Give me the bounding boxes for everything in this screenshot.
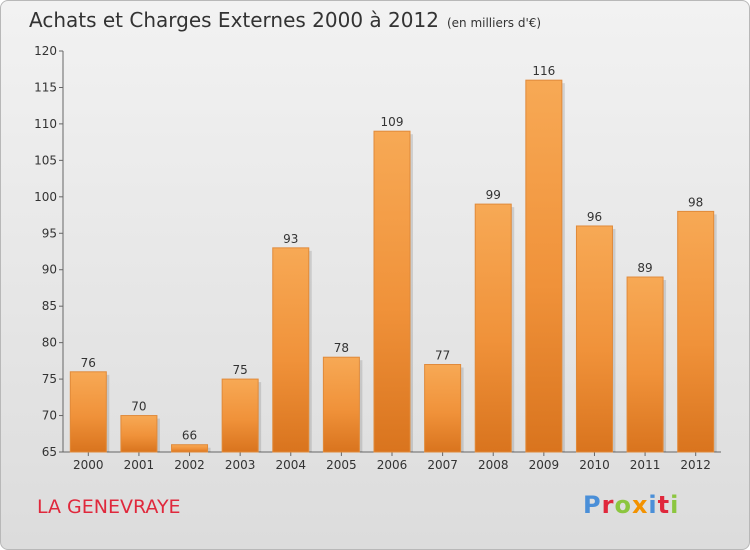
bar [525, 79, 563, 453]
logo-letter: x [631, 491, 649, 519]
bar [677, 210, 715, 453]
y-tick-label: 100 [34, 190, 57, 204]
chart-title: Achats et Charges Externes 2000 à 2012 [29, 8, 439, 32]
proxiti-logo: Proxiti [583, 491, 679, 519]
y-tick-label: 80 [42, 336, 57, 350]
x-tick-label: 2005 [326, 458, 357, 472]
bar-value-label: 78 [334, 341, 349, 355]
chart-unit: (en milliers d'€) [446, 16, 542, 30]
location-name: LA GENEVRAYE [37, 496, 181, 518]
x-tick-label: 2004 [275, 458, 306, 472]
bar [69, 371, 107, 453]
bar [322, 356, 360, 453]
bar [120, 415, 158, 453]
x-tick-label: 2001 [124, 458, 155, 472]
bar-value-label: 76 [81, 356, 96, 370]
bar [575, 225, 613, 453]
bar-value-label: 96 [587, 210, 602, 224]
logo-letter: r [601, 491, 615, 519]
y-tick-label: 120 [34, 44, 57, 58]
bar-value-label: 109 [381, 115, 404, 129]
bar-value-label: 98 [688, 195, 703, 209]
x-tick-label: 2009 [529, 458, 560, 472]
x-tick-label: 2002 [174, 458, 205, 472]
x-tick-label: 2010 [579, 458, 610, 472]
x-tick-label: 2006 [377, 458, 408, 472]
bar-value-label: 93 [283, 232, 298, 246]
bar [171, 444, 209, 453]
y-tick-label: 85 [42, 299, 57, 313]
bar-value-label: 66 [182, 429, 197, 443]
bar-value-label: 70 [131, 400, 146, 414]
bar-value-label: 77 [435, 349, 450, 363]
logo-letter: P [583, 491, 602, 519]
bar [272, 247, 310, 453]
logo-letter: t [657, 491, 671, 519]
bar [474, 203, 512, 453]
bar [626, 276, 664, 453]
y-tick-label: 70 [42, 409, 57, 423]
logo-letter: i [648, 491, 658, 519]
y-tick-label: 65 [42, 445, 57, 459]
y-tick-label: 90 [42, 263, 57, 277]
logo-letter: i [670, 491, 680, 519]
bar-value-label: 75 [233, 363, 248, 377]
x-tick-label: 2007 [427, 458, 458, 472]
y-tick-label: 75 [42, 372, 57, 386]
x-tick-label: 2000 [73, 458, 104, 472]
y-tick-label: 105 [34, 153, 57, 167]
bar [424, 364, 462, 453]
bar-value-label: 89 [637, 261, 652, 275]
bar-value-label: 99 [486, 188, 501, 202]
bar [373, 130, 411, 453]
x-tick-label: 2012 [680, 458, 711, 472]
bar-value-label: 116 [532, 64, 555, 78]
x-tick-label: 2003 [225, 458, 256, 472]
logo-letter: o [614, 491, 632, 519]
y-tick-label: 115 [34, 80, 57, 94]
bar [221, 378, 259, 453]
chart-title-wrapper: Achats et Charges Externes 2000 à 2012 (e… [29, 8, 541, 32]
x-tick-label: 2011 [630, 458, 661, 472]
y-tick-label: 95 [42, 226, 57, 240]
y-tick-label: 110 [34, 117, 57, 131]
x-tick-label: 2008 [478, 458, 509, 472]
